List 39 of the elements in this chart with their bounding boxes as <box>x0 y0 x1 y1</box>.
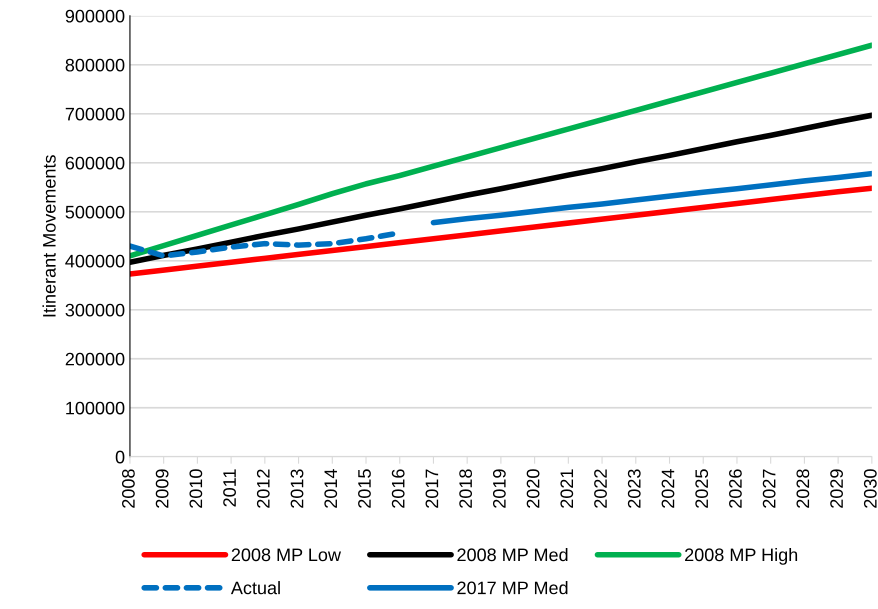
x-tick-label: 2028 <box>796 469 810 508</box>
y-tick-label: 500000 <box>66 206 124 219</box>
legend-label: 2017 MP Med <box>457 581 568 594</box>
x-tick-label: 2019 <box>492 469 506 508</box>
y-tick-label: 0 <box>116 450 124 464</box>
x-tick-label: 2020 <box>526 469 540 508</box>
x-tick-label: 2022 <box>594 469 607 508</box>
x-tick-label: 2017 <box>426 469 438 508</box>
y-tick-label: 700000 <box>66 108 124 121</box>
x-tick-label: 2027 <box>762 469 776 508</box>
y-tick-label: 300000 <box>66 304 124 316</box>
legend-label: 2008 MP Low <box>232 548 342 562</box>
legend-label: 2008 MP High <box>685 548 798 565</box>
x-tick-label: 2011 <box>223 469 236 506</box>
legend-label: 2008 MP Med <box>457 548 568 562</box>
y-tick-label: 200000 <box>66 352 124 366</box>
x-tick-label: 2013 <box>290 469 304 508</box>
x-tick-label: 2016 <box>392 469 405 508</box>
x-tick-label: 2012 <box>256 469 270 508</box>
x-tick-label: 2021 <box>560 469 574 508</box>
x-tick-label: 2024 <box>662 469 674 508</box>
y-tick-label: 400000 <box>65 254 124 268</box>
y-axis-title: Itinerant Movements <box>42 155 56 316</box>
x-tick-label: 2029 <box>830 469 843 508</box>
y-tick-label: 900000 <box>66 10 124 23</box>
legend-label: Actual <box>230 581 280 594</box>
x-tick-label: 2009 <box>156 469 169 508</box>
y-tick-label: 100000 <box>66 402 124 414</box>
x-tick-label: 2015 <box>358 469 371 508</box>
x-tick-label: 2018 <box>459 469 472 508</box>
y-tick-label: 800000 <box>66 58 124 72</box>
x-tick-label: 2023 <box>628 469 641 508</box>
x-tick-label: 2026 <box>729 469 742 508</box>
x-tick-label: 2025 <box>695 469 708 508</box>
x-tick-label: 2008 <box>122 469 135 508</box>
x-tick-label: 2030 <box>864 469 877 508</box>
y-tick-label: 600000 <box>66 156 124 170</box>
x-tick-label: 2014 <box>324 469 338 508</box>
x-tick-label: 2010 <box>189 469 202 508</box>
